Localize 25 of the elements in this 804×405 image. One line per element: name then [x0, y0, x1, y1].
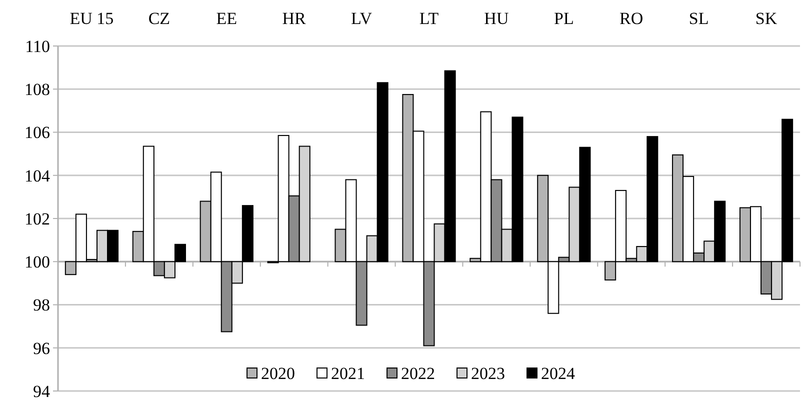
x-tick-label: EU 15 — [70, 9, 114, 28]
legend-label: 2021 — [331, 364, 365, 383]
legend-label: 2024 — [541, 364, 576, 383]
y-tick-label: 106 — [24, 123, 50, 142]
x-tick-label: CZ — [148, 9, 170, 28]
x-tick-label: SL — [688, 9, 709, 28]
x-tick-label: LT — [419, 9, 440, 28]
y-tick-label: 98 — [33, 296, 50, 315]
x-tick-label: SK — [755, 9, 778, 28]
y-tick-label: 94 — [33, 382, 50, 401]
legend-label: 2022 — [401, 364, 435, 383]
legend-label: 2020 — [261, 364, 295, 383]
legend-label: 2023 — [471, 364, 505, 383]
x-tick-label: EE — [216, 9, 238, 28]
x-tick-label: PL — [554, 9, 574, 28]
y-tick-label: 104 — [24, 166, 50, 186]
y-tick-label: 110 — [25, 36, 50, 56]
y-tick-label: 96 — [33, 338, 50, 358]
x-tick-label: LV — [350, 9, 373, 28]
y-tick-label: 100 — [24, 252, 50, 272]
x-tick-label: HU — [484, 9, 509, 28]
x-tick-label: HR — [282, 9, 307, 28]
x-tick-label: RO — [620, 9, 644, 28]
y-tick-label: 108 — [24, 80, 50, 100]
y-tick-label: 102 — [24, 209, 50, 228]
